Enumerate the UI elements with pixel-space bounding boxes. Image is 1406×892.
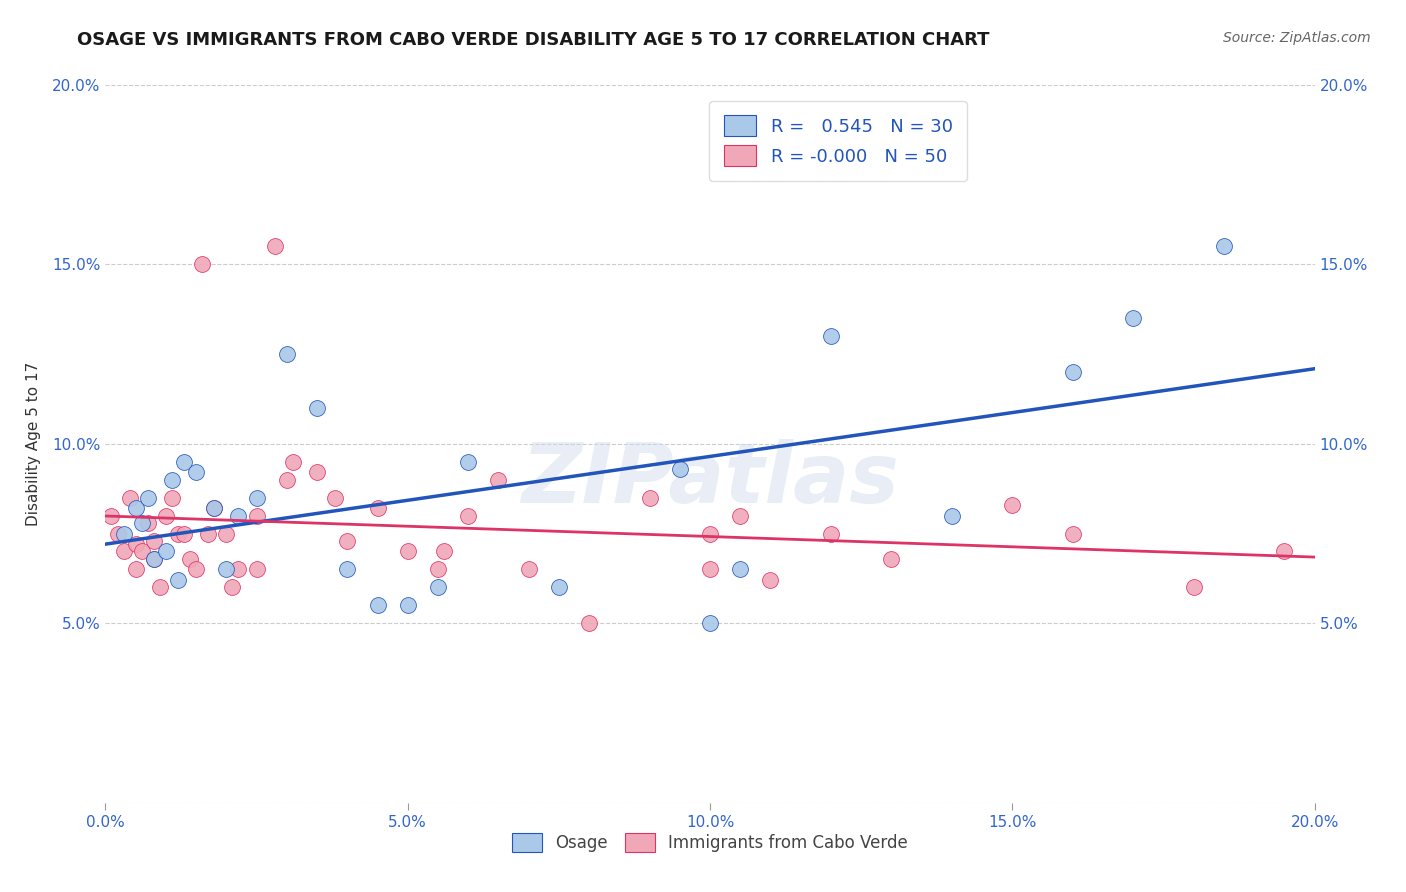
Point [880,551,903,566]
Point [457,508,479,523]
Point [1062,526,1084,541]
Text: ZIPatlas: ZIPatlas [522,439,898,520]
Point [336,533,359,548]
Point [307,466,329,480]
Point [669,462,692,476]
Point [131,516,153,530]
Point [699,526,721,541]
Point [142,551,165,566]
Point [221,581,243,595]
Point [228,562,250,576]
Text: OSAGE VS IMMIGRANTS FROM CABO VERDE DISABILITY AGE 5 TO 17 CORRELATION CHART: OSAGE VS IMMIGRANTS FROM CABO VERDE DISA… [77,31,990,49]
Point [142,551,165,566]
Point [820,526,842,541]
Point [100,508,122,523]
Point [759,573,782,587]
Point [112,544,135,558]
Point [215,526,238,541]
Point [155,508,177,523]
Point [173,526,195,541]
Point [1122,311,1144,326]
Point [699,562,721,576]
Point [548,581,571,595]
Point [941,508,963,523]
Point [699,616,721,631]
Point [149,581,172,595]
Point [276,473,298,487]
Point [124,501,148,516]
Point [457,455,479,469]
Point [730,562,752,576]
Point [1001,498,1024,512]
Point [124,562,148,576]
Point [276,347,298,361]
Point [228,508,250,523]
Point [1274,544,1296,558]
Point [246,491,269,505]
Point [638,491,661,505]
Point [142,533,165,548]
Point [1182,581,1205,595]
Point [131,544,153,558]
Point [1062,365,1084,379]
Point [281,455,304,469]
Point [488,473,510,487]
Point [160,473,183,487]
Point [427,562,450,576]
Point [186,562,208,576]
Point [202,501,225,516]
Point [202,501,225,516]
Point [246,508,269,523]
Legend: Osage, Immigrants from Cabo Verde: Osage, Immigrants from Cabo Verde [506,827,914,859]
Point [112,526,135,541]
Point [124,537,148,551]
Point [173,455,195,469]
Point [336,562,359,576]
Point [155,544,177,558]
Point [167,573,190,587]
Point [167,526,190,541]
Point [118,491,141,505]
Point [730,508,752,523]
Point [366,599,388,613]
Point [366,501,388,516]
Point [191,257,214,271]
Point [136,491,159,505]
Point [396,544,419,558]
Point [820,329,842,343]
Point [263,239,285,253]
Y-axis label: Disability Age 5 to 17: Disability Age 5 to 17 [27,361,41,526]
Point [307,401,329,415]
Point [186,466,208,480]
Point [197,526,219,541]
Point [323,491,346,505]
Point [160,491,183,505]
Point [396,599,419,613]
Point [433,544,456,558]
Point [517,562,540,576]
Point [578,616,600,631]
Point [107,526,129,541]
Point [1212,239,1236,253]
Point [215,562,238,576]
Text: Source: ZipAtlas.com: Source: ZipAtlas.com [1223,31,1371,45]
Point [136,516,159,530]
Point [246,562,269,576]
Point [427,581,450,595]
Point [179,551,201,566]
